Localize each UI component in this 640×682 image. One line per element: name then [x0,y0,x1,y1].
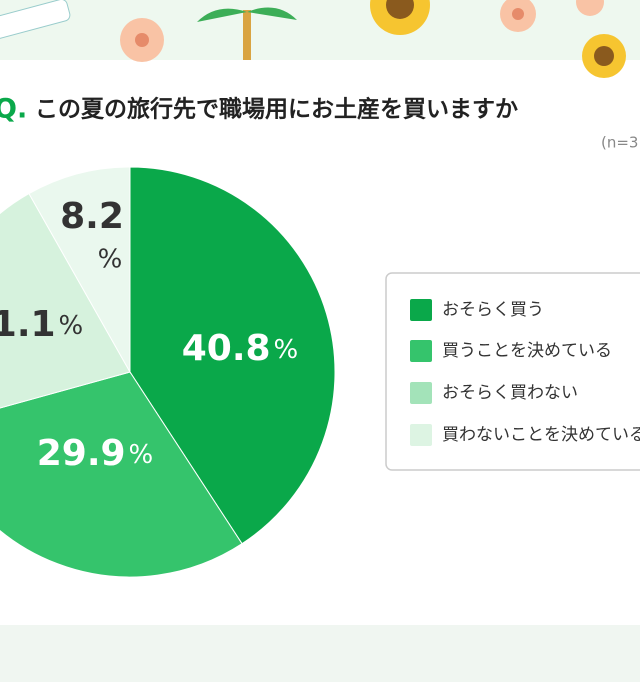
footer-band [0,625,640,682]
data-label: 29.9% [37,433,154,474]
header-band [0,0,640,60]
data-label-value: 8.2 [60,196,124,237]
data-label-value: 40.8 [182,328,271,369]
pie-slice [129,166,336,545]
pie-slice [0,192,131,409]
data-label-unit: % [98,245,123,275]
data-label-unit: % [274,335,299,365]
legend-swatch [410,340,432,362]
pie-slice [28,166,131,374]
legend-swatch [410,424,432,446]
legend-box [385,272,640,471]
data-label: 8.2 [60,196,124,237]
question-mark: Q. [0,94,27,125]
data-label-unit: % [129,440,154,470]
decoration [0,0,626,78]
legend-swatch [410,382,432,404]
legend-label: おそらく買う [442,300,544,320]
data-label: 21.1% [0,304,83,345]
data-label: 40.8% [182,328,299,369]
data-label-value: 21.1 [0,304,56,345]
legend-label: おそらく買わない [442,383,578,403]
data-label-unit: % [59,311,84,341]
data-label-value: 29.9 [37,433,126,474]
pie: 40.8%29.9%21.1%8.2% [0,166,336,578]
legend-label: 買わないことを決めている [442,425,640,445]
chart-title: この夏の旅行先で職場用にお土産を買いますか [35,96,518,123]
pie-slice [0,371,243,578]
legend-swatch [410,299,432,321]
legend-label: 買うことを決めている [442,341,612,361]
subtitle: (n=3 [601,134,638,152]
